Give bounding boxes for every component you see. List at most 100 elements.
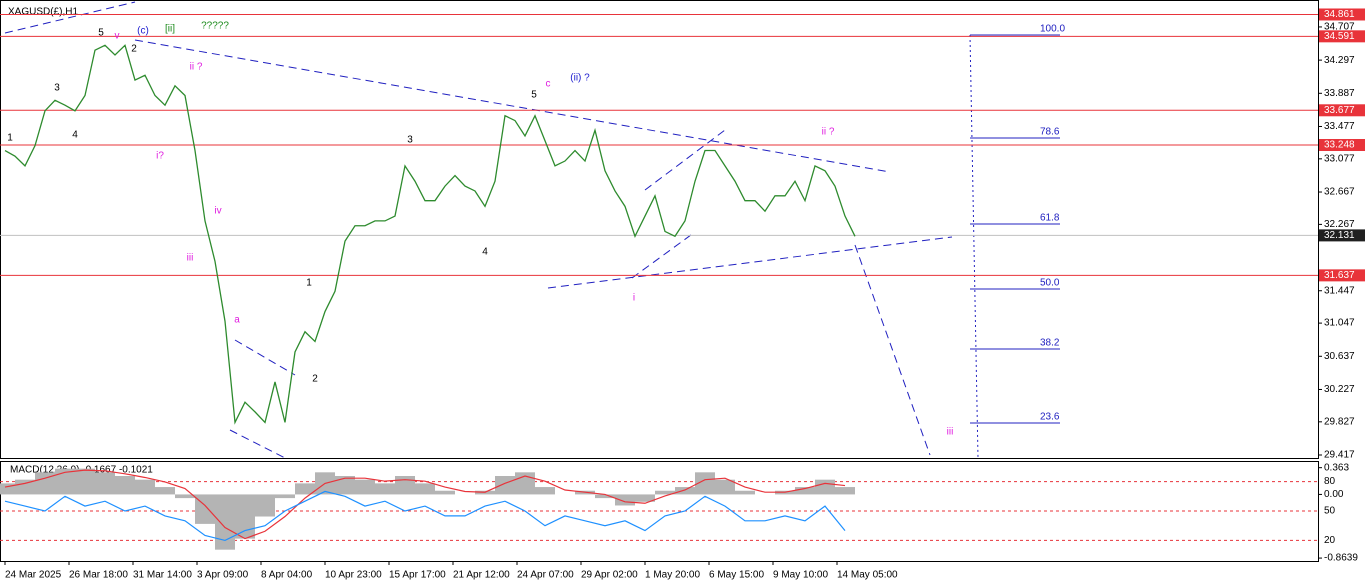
- macd-histogram-bar: [795, 487, 815, 495]
- level-label: 33.677: [1324, 105, 1355, 116]
- level-label-box: [1319, 269, 1365, 282]
- level-label-box: [1319, 139, 1365, 152]
- y-tick-label: 33.077: [1324, 153, 1355, 164]
- x-tick-label: 10 Apr 23:00: [325, 570, 382, 581]
- wave-label: iv: [214, 206, 221, 217]
- macd-histogram-bar: [815, 479, 835, 495]
- wave-label: 2: [312, 374, 318, 385]
- x-tick-label: 15 Apr 17:00: [389, 570, 446, 581]
- fib-label: 78.6: [1040, 127, 1060, 138]
- wave-label: 1: [306, 278, 312, 289]
- macd-y-tick-label: 0.363: [1324, 462, 1349, 473]
- level-label: 31.637: [1324, 270, 1355, 281]
- x-tick-label: 9 May 10:00: [773, 570, 828, 581]
- y-tick-label: 29.417: [1324, 450, 1355, 461]
- x-tick-label: 26 Mar 18:00: [69, 570, 128, 581]
- wave-label: ii ?: [190, 62, 203, 73]
- wave-label: 5: [98, 28, 104, 39]
- x-tick-label: 21 Apr 12:00: [453, 570, 510, 581]
- wave-label: ii ?: [822, 127, 835, 138]
- macd-histogram-bar: [395, 476, 415, 495]
- y-tick-label: 30.637: [1324, 351, 1355, 362]
- x-tick-label: 1 May 20:00: [645, 570, 700, 581]
- level-label: 34.591: [1324, 31, 1355, 42]
- macd-histogram-bar: [15, 479, 35, 495]
- wave-label: [ii]: [165, 24, 175, 35]
- fib-label: 61.8: [1040, 213, 1060, 224]
- macd-histogram-bar: [735, 490, 755, 495]
- x-tick-label: 8 Apr 04:00: [261, 570, 313, 581]
- wave-label: a: [234, 315, 240, 326]
- y-tick-label: 33.477: [1324, 121, 1355, 132]
- osc-tick-label: 80: [1324, 476, 1336, 487]
- wave-label: iii: [947, 427, 954, 438]
- macd-histogram-bar: [535, 487, 555, 495]
- y-tick-label: 30.227: [1324, 384, 1355, 395]
- wave-label: (c): [137, 26, 149, 37]
- osc-tick-label: 20: [1324, 535, 1336, 546]
- wave-label: ?????: [201, 21, 229, 32]
- x-tick-label: 3 Apr 09:00: [197, 570, 249, 581]
- osc-tick-label: 50: [1324, 506, 1336, 517]
- y-tick-label: 33.887: [1324, 88, 1355, 99]
- level-label: 33.248: [1324, 140, 1355, 151]
- x-tick-label: 29 Apr 02:00: [581, 570, 638, 581]
- macd-histogram-bar: [415, 483, 435, 495]
- level-label-box: [1319, 104, 1365, 117]
- y-tick-label: 31.047: [1324, 318, 1355, 329]
- macd-histogram-bar: [55, 468, 75, 495]
- wave-label: 2: [131, 44, 137, 55]
- macd-y-tick-label: -0.8639: [1324, 553, 1358, 564]
- level-label-box: [1319, 30, 1365, 43]
- wave-label: 3: [54, 83, 60, 94]
- x-tick-label: 6 May 15:00: [709, 570, 764, 581]
- macd-histogram-bar: [655, 490, 675, 495]
- wave-label: 3: [407, 135, 413, 146]
- y-tick-label: 34.707: [1324, 22, 1355, 33]
- chart-title: XAGUSD(£),H1: [8, 7, 78, 18]
- wave-label: 4: [72, 130, 78, 141]
- wave-label: 4: [482, 247, 488, 258]
- macd-y-tick-label: 0.00: [1324, 489, 1344, 500]
- macd-histogram-bar: [235, 494, 255, 539]
- macd-histogram-bar: [0, 483, 15, 495]
- y-tick-label: 29.827: [1324, 416, 1355, 427]
- wave-label: c: [546, 79, 551, 90]
- wave-label: iii: [187, 253, 194, 264]
- macd-histogram-bar: [255, 494, 275, 517]
- macd-signal-line: [4, 469, 846, 540]
- y-tick-label: 31.447: [1324, 285, 1355, 296]
- x-tick-label: 14 May 05:00: [837, 570, 898, 581]
- macd-histogram-bar: [115, 476, 135, 495]
- trend-lines: [4, 1, 979, 459]
- level-label: 34.861: [1324, 9, 1355, 20]
- macd-histogram-bar: [435, 490, 455, 495]
- wave-label: 1: [7, 133, 13, 144]
- price-frame: [0, 0, 1319, 459]
- y-tick-label: 34.297: [1324, 55, 1355, 66]
- macd-histogram-bar: [835, 487, 855, 495]
- x-tick-label: 24 Mar 2025: [5, 570, 62, 581]
- macd-histogram-bar: [75, 468, 95, 495]
- macd-histogram-bar: [355, 479, 375, 495]
- macd-histogram-bar: [495, 476, 515, 495]
- macd-histogram-bar: [595, 494, 615, 499]
- price-line: [4, 44, 856, 425]
- x-tick-label: 31 Mar 14:00: [133, 570, 192, 581]
- fib-label: 23.6: [1040, 412, 1060, 423]
- macd-histogram-bar: [35, 472, 55, 495]
- macd-histogram-bar: [695, 472, 715, 495]
- macd-histogram-bar: [335, 476, 355, 495]
- macd-histogram-bar: [375, 483, 395, 495]
- y-tick-label: 32.667: [1324, 187, 1355, 198]
- macd-histogram-bar: [155, 487, 175, 495]
- fib-label: 100.0: [1040, 24, 1065, 35]
- macd-histogram-bar: [715, 479, 735, 495]
- level-label-box: [1319, 8, 1365, 21]
- y-tick-label: 32.267: [1324, 219, 1355, 230]
- macd-histogram-bar: [135, 479, 155, 495]
- wave-label: (ii) ?: [570, 73, 590, 84]
- macd-histogram-bar: [295, 483, 315, 495]
- wave-label: 5: [531, 90, 537, 101]
